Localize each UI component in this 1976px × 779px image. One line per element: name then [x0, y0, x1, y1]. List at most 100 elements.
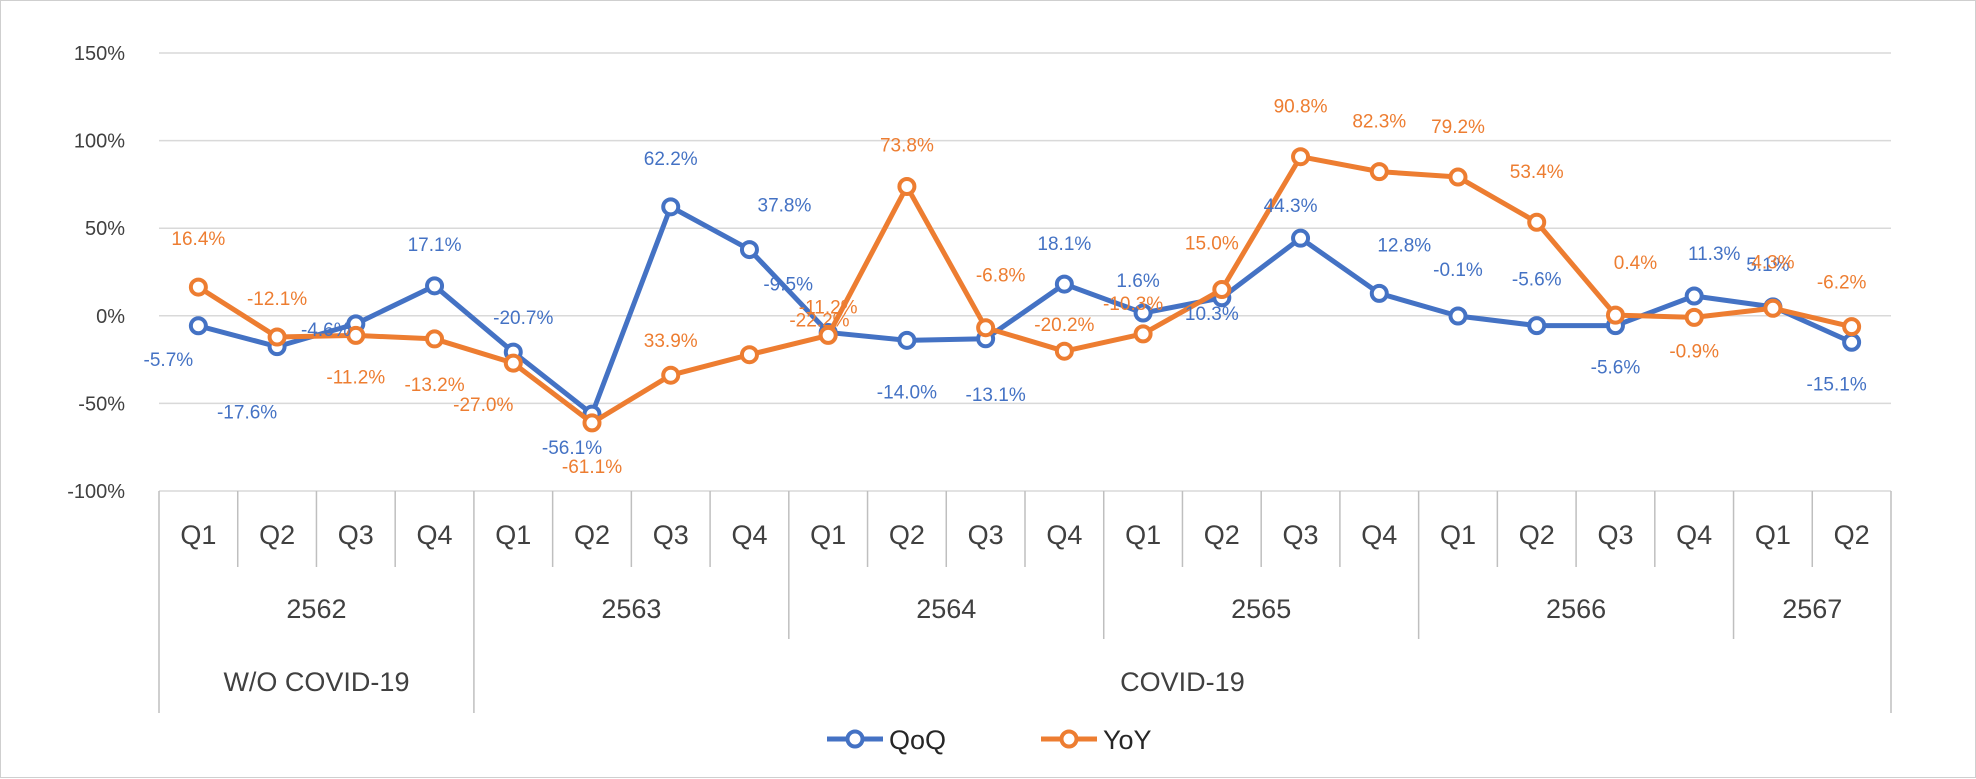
yoy-data-label: 53.4%: [1510, 162, 1564, 183]
legend: QoQ YoY: [827, 725, 1152, 755]
yoy-point: [346, 325, 366, 345]
yoy-point: [582, 413, 602, 433]
yoy-point: [503, 353, 523, 373]
quarter-label: Q2: [574, 520, 610, 550]
qoq-data-label: -13.1%: [966, 385, 1026, 406]
yoy-data-label: 90.8%: [1274, 97, 1328, 118]
data-labels: -5.7% -17.6% -4.6% 17.1% -20.7% -56.1% 62.2% 37…: [144, 97, 1867, 478]
quarter-label: Q4: [417, 520, 453, 550]
qoq-data-label: 44.3%: [1264, 196, 1318, 217]
yoy-data-label: -13.2%: [404, 375, 464, 396]
yoy-data-label: 82.3%: [1352, 112, 1406, 133]
qoq-data-label: 10.3%: [1185, 304, 1239, 325]
qoq-data-label: 37.8%: [758, 196, 812, 217]
yoy-point: [425, 329, 445, 349]
quarter-label: Q2: [1834, 520, 1870, 550]
yoy-data-label: -61.1%: [562, 457, 622, 478]
qoq-point: [739, 240, 759, 260]
y-tick-label: 0%: [96, 306, 125, 328]
yoy-point: [1133, 324, 1153, 344]
yoy-point: [818, 325, 838, 345]
qoq-data-label: 62.2%: [644, 149, 698, 170]
year-label: 2566: [1546, 594, 1606, 624]
yoy-point: [1527, 212, 1547, 232]
qoq-data-label: -5.6%: [1512, 270, 1562, 291]
yoy-point: [267, 327, 287, 347]
yoy-point: [1369, 162, 1389, 182]
yoy-data-label: -27.0%: [453, 395, 513, 416]
yoy-legend-marker: [1059, 729, 1079, 749]
yoy-data-label: 16.4%: [171, 229, 225, 250]
yoy-data-label: 79.2%: [1431, 117, 1485, 138]
yoy-data-label: -12.1%: [247, 289, 307, 310]
quarter-label: Q4: [1361, 520, 1397, 550]
qoq-point: [1054, 274, 1074, 294]
qoq-data-label: -5.7%: [144, 350, 194, 371]
yoy-data-label: -20.2%: [1034, 315, 1094, 336]
year-label: 2567: [1782, 594, 1842, 624]
quarter-label: Q3: [968, 520, 1004, 550]
period-label: COVID-19: [1120, 667, 1245, 697]
quarter-label: Q2: [1519, 520, 1555, 550]
quarter-label: Q1: [495, 520, 531, 550]
quarter-label: Q1: [1125, 520, 1161, 550]
yoy-point: [897, 177, 917, 197]
yoy-data-label: 0.4%: [1614, 253, 1657, 274]
yoy-point: [976, 318, 996, 338]
qoq-data-label: -56.1%: [542, 438, 602, 459]
qoq-point: [1133, 303, 1153, 323]
qoq-legend-marker: [845, 729, 865, 749]
qoq-data-label: -20.7%: [493, 308, 553, 329]
y-tick-label: 150%: [74, 43, 125, 65]
yoy-data-label: 73.8%: [880, 136, 934, 157]
quarter-label: Q1: [810, 520, 846, 550]
quarter-label: Q4: [731, 520, 767, 550]
qoq-data-label: -0.1%: [1433, 260, 1483, 281]
year-label: 2563: [601, 594, 661, 624]
qoq-legend-label: QoQ: [889, 725, 946, 755]
quarter-label: Q3: [338, 520, 374, 550]
yoy-data-label: -10.3%: [1103, 294, 1163, 315]
quarter-label: Q2: [889, 520, 925, 550]
qoq-data-label: -17.6%: [217, 403, 277, 424]
yoy-point: [1212, 280, 1232, 300]
yoy-point: [1684, 307, 1704, 327]
yoy-point: [1291, 147, 1311, 167]
quarter-label: Q1: [180, 520, 216, 550]
yoy-point: [1842, 317, 1862, 337]
yoy-data-label: -6.8%: [976, 266, 1026, 287]
qoq-point: [1448, 306, 1468, 326]
qoq-data-label: 17.1%: [408, 235, 462, 256]
qoq-data-label: 1.6%: [1116, 271, 1159, 292]
quarter-label: Q3: [1283, 520, 1319, 550]
yoy-data-label: -11.2%: [326, 367, 385, 388]
yoy-point: [1448, 167, 1468, 187]
qoq-data-label: 11.3%: [1688, 244, 1741, 265]
qoq-point: [1291, 228, 1311, 248]
qoq-data-label: -4.6%: [301, 320, 351, 341]
year-label: 2562: [286, 594, 346, 624]
quarter-label: Q4: [1046, 520, 1082, 550]
qoq-point: [188, 316, 208, 336]
series-lines: [188, 147, 1862, 433]
qoq-point: [897, 330, 917, 350]
yoy-point: [1763, 298, 1783, 318]
quarter-label: Q2: [259, 520, 295, 550]
qoq-point: [425, 276, 445, 296]
qoq-data-label: -9.5%: [763, 274, 813, 295]
qoq-data-label: 5.1%: [1746, 255, 1789, 276]
qoq-point: [1684, 286, 1704, 306]
qoq-point: [1842, 332, 1862, 352]
yoy-series-line: [195, 154, 1855, 426]
qoq-data-label: -5.6%: [1591, 358, 1641, 379]
yoy-data-label: 15.0%: [1185, 234, 1239, 255]
period-label: W/O COVID-19: [223, 667, 409, 697]
qoq-data-label: -15.1%: [1807, 374, 1867, 395]
quarter-label: Q1: [1440, 520, 1476, 550]
quarter-label: Q4: [1676, 520, 1712, 550]
yoy-point: [1605, 305, 1625, 325]
qoq-data-label: 18.1%: [1037, 234, 1091, 255]
yoy-point: [739, 345, 759, 365]
quarter-label: Q3: [1597, 520, 1633, 550]
